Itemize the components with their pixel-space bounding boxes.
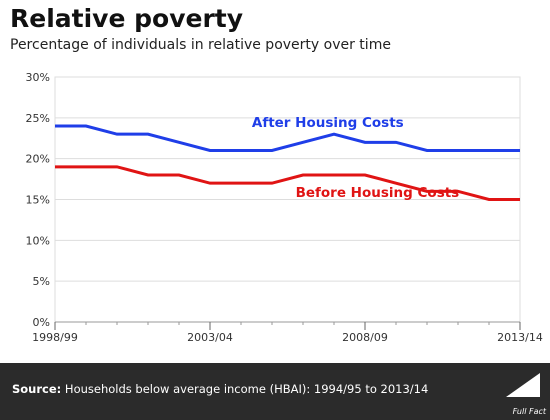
y-tick-label: 30%: [26, 71, 50, 84]
x-tick-label: 2008/09: [342, 331, 388, 344]
source-label: Source:: [12, 382, 62, 396]
source-note: Source: Households below average income …: [12, 382, 428, 396]
line-chart: 0% 5% 10% 15% 20% 25% 30% 1998/99 2003/04 2008/09…: [26, 71, 543, 344]
y-tick-label: 0%: [33, 316, 50, 329]
y-tick-label: 5%: [33, 275, 50, 288]
series-line-2: [55, 165, 520, 201]
y-tick-label: 10%: [26, 234, 50, 247]
chart-title: Relative poverty: [10, 4, 244, 33]
series-label-2: Before Housing Costs: [296, 185, 460, 201]
y-tick-label: 25%: [26, 112, 50, 125]
y-tick-label: 20%: [26, 153, 50, 166]
x-tick-label: 1998/99: [32, 331, 78, 344]
source-text: Households below average income (HBAI): …: [64, 382, 429, 396]
series-label-1: After Housing Costs: [252, 115, 404, 131]
x-tick-label: 2003/04: [187, 331, 233, 344]
y-tick-label: 15%: [26, 194, 50, 207]
chart-subtitle: Percentage of individuals in relative po…: [10, 37, 391, 53]
x-tick-label: 2013/14: [497, 331, 543, 344]
footer: Source: Households below average income …: [0, 363, 550, 420]
full-fact-logo-icon: [506, 373, 540, 397]
series-line-1: [55, 124, 520, 152]
logo-text: Full Fact: [512, 407, 546, 416]
